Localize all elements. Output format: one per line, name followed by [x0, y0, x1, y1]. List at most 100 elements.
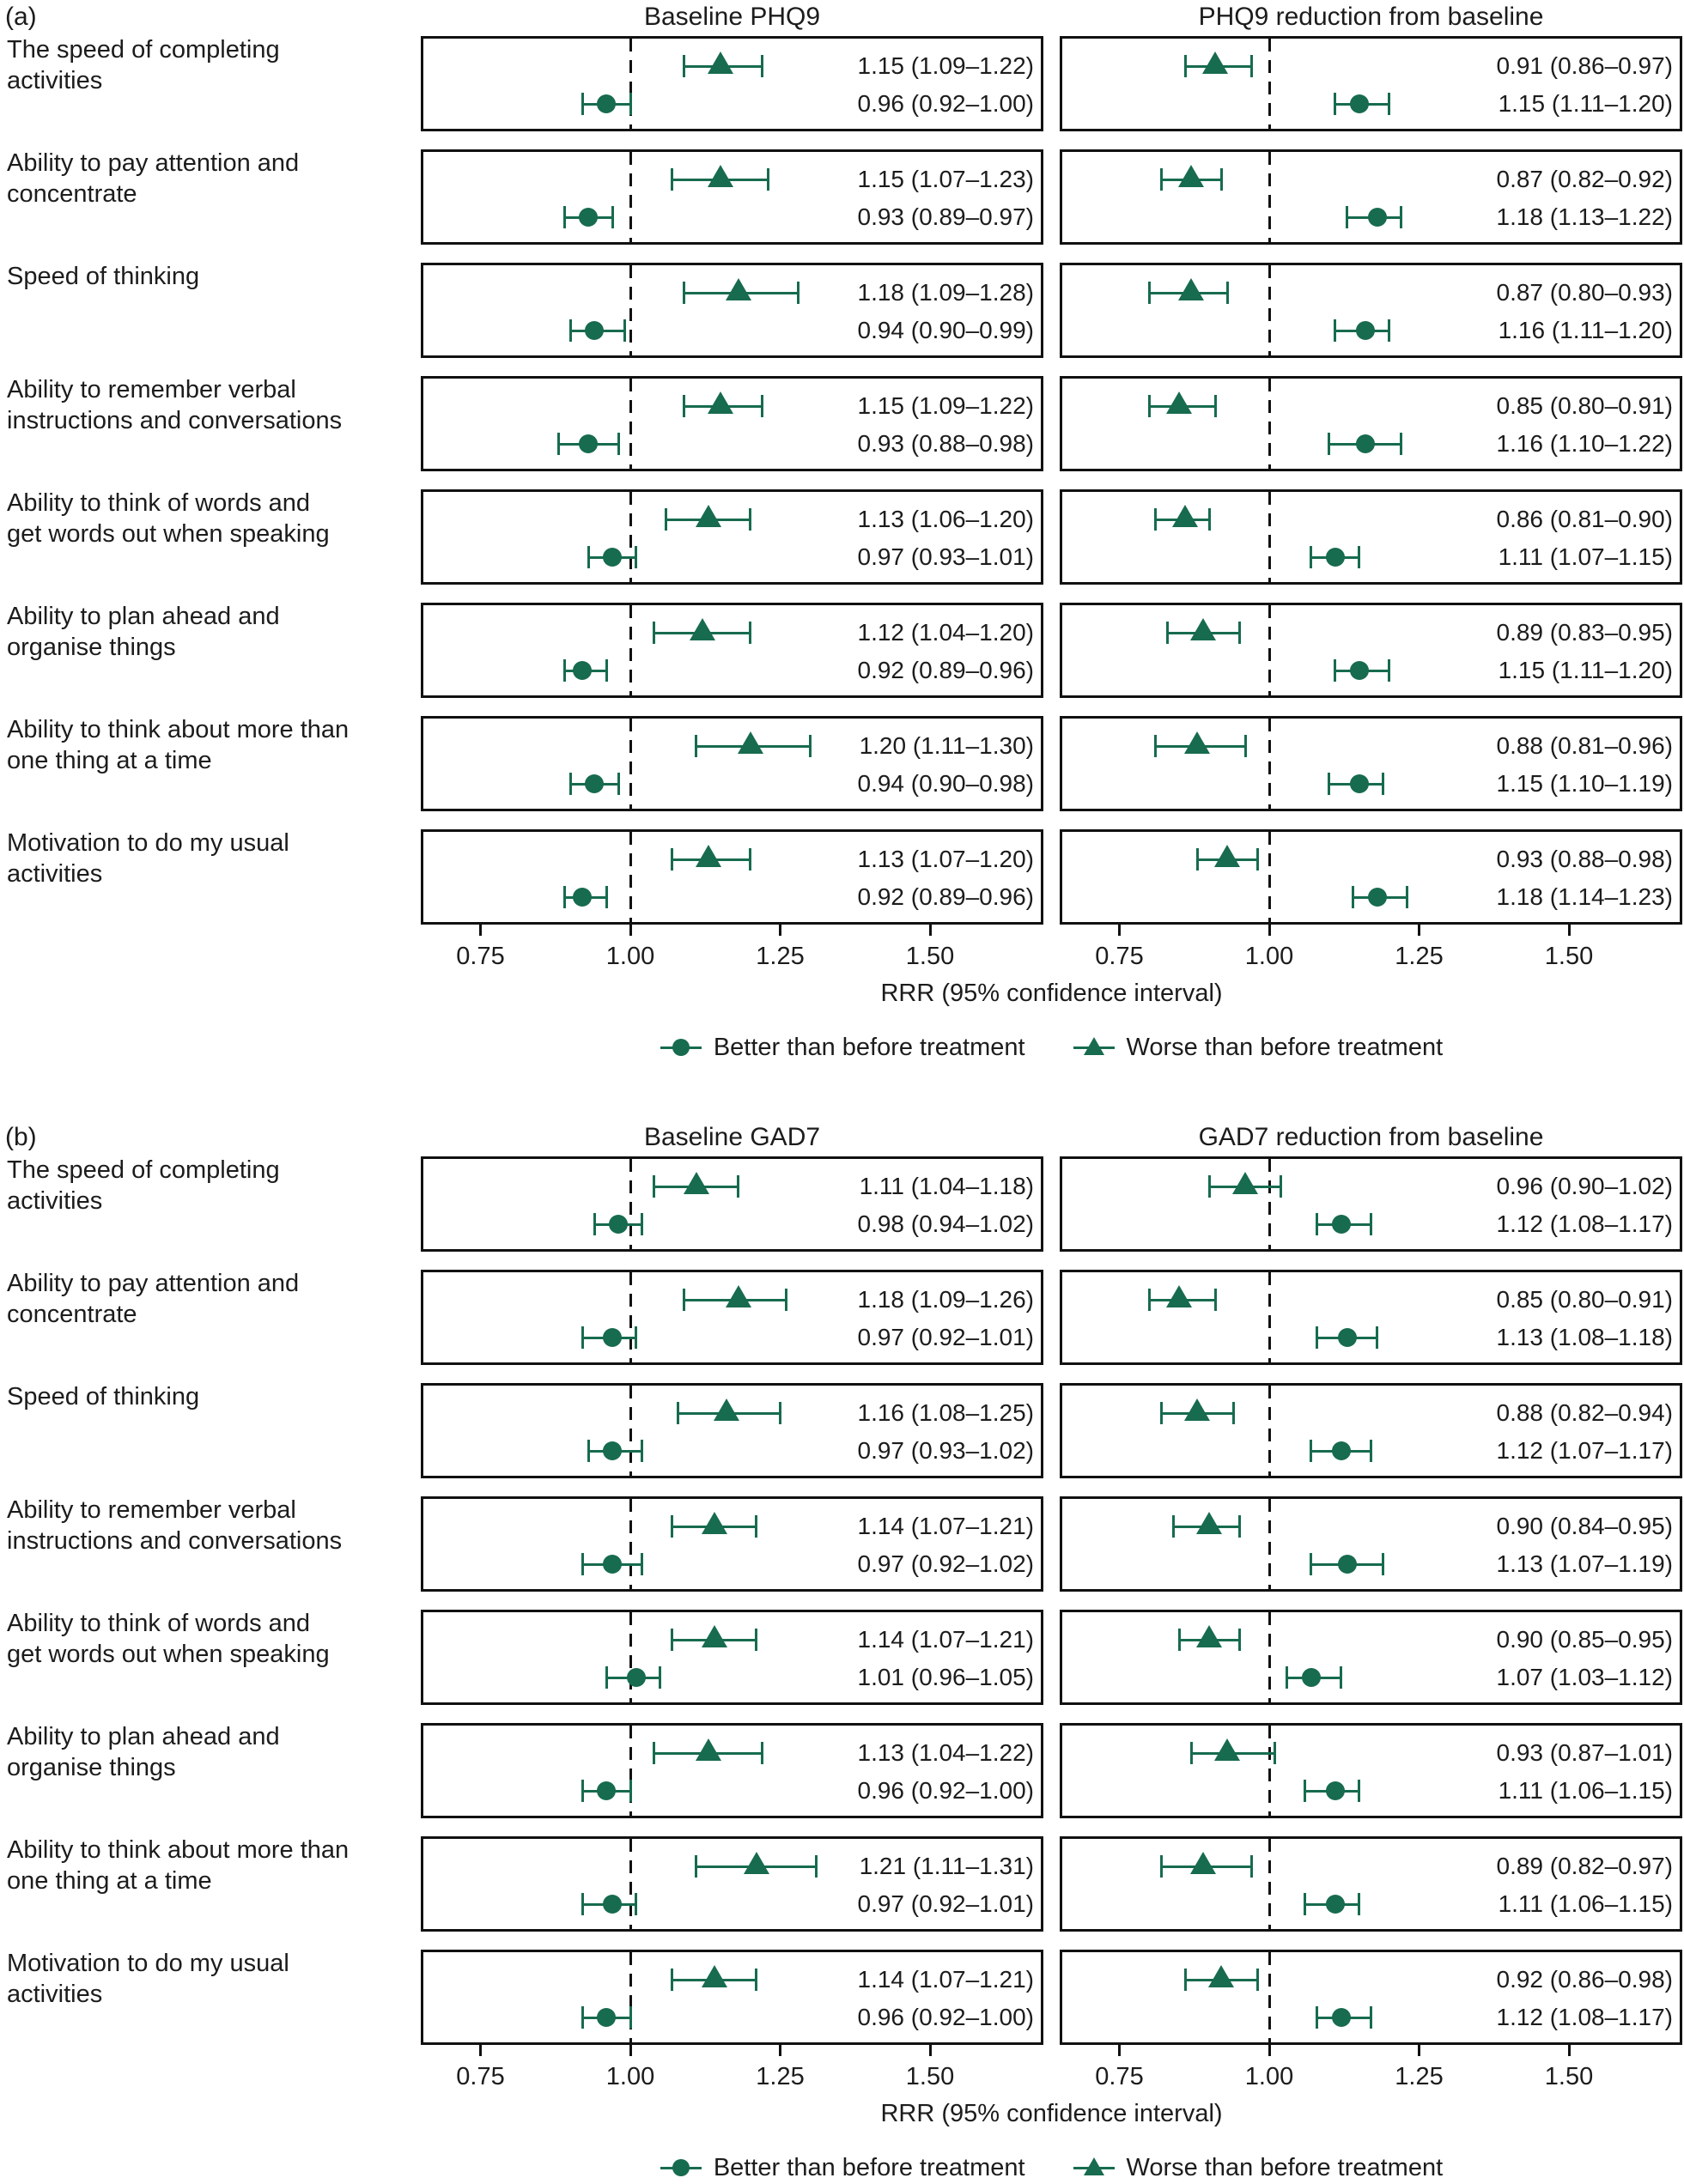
- ci-cap: [683, 55, 686, 77]
- plot-box: 1.15 (1.09–1.22) 0.93 (0.88–0.98): [421, 376, 1043, 471]
- ci-cap: [1388, 659, 1391, 682]
- ci-cap: [1376, 1326, 1379, 1349]
- ci-cap: [755, 1515, 758, 1538]
- outcome-label-line: instructions and conversations: [7, 407, 343, 434]
- legend-circle-shape: [672, 2159, 690, 2176]
- plot-box: 0.91 (0.86–0.97) 1.15 (1.11–1.20): [1060, 36, 1682, 131]
- estimate-text-worse: 1.14 (1.07–1.21): [857, 1513, 1035, 1539]
- estimate-text-worse: 1.15 (1.09–1.22): [857, 52, 1035, 79]
- reference-line-1: [629, 492, 632, 582]
- circle-marker-icon: [1355, 434, 1375, 453]
- ci-cap: [1195, 848, 1199, 871]
- ci-cap: [1219, 168, 1223, 191]
- reference-line-1: [1268, 1952, 1271, 2042]
- reference-line-1: [1268, 1386, 1271, 1476]
- circle-marker-icon: [585, 321, 605, 340]
- triangle-marker-icon: [695, 1738, 721, 1761]
- estimate-text-worse: 0.89 (0.83–0.95): [1496, 619, 1674, 646]
- ci-cap: [556, 433, 560, 455]
- plot-box: 0.85 (0.80–0.91) 1.16 (1.10–1.22): [1060, 376, 1682, 471]
- ci-cap: [683, 395, 686, 417]
- estimate-text-worse: 1.18 (1.09–1.28): [857, 279, 1035, 306]
- estimate-text-better: 0.92 (0.89–0.96): [857, 883, 1035, 910]
- legend-label: Better than before treatment: [713, 1034, 1025, 1061]
- ci-cap: [1147, 395, 1151, 417]
- circle-marker-icon: [1337, 1555, 1357, 1574]
- ci-cap: [653, 622, 656, 644]
- estimate-text-worse: 1.13 (1.04–1.22): [857, 1739, 1035, 1766]
- ci-cap: [767, 168, 770, 191]
- outcome-label-line: Ability to plan ahead and: [7, 1723, 280, 1750]
- estimate-text-better: 1.12 (1.08–1.17): [1496, 2004, 1674, 2030]
- x-axis-tick-label: 1.00: [1244, 943, 1294, 970]
- ci-cap: [1249, 55, 1253, 77]
- triangle-marker-icon: [695, 845, 721, 867]
- ci-cap: [671, 1515, 674, 1538]
- plot-box: 1.13 (1.06–1.20) 0.97 (0.93–1.01): [421, 489, 1043, 585]
- plot-box: 1.16 (1.08–1.25) 0.97 (0.93–1.02): [421, 1383, 1043, 1478]
- estimate-text-better: 0.98 (0.94–1.02): [857, 1210, 1035, 1237]
- estimate-text-worse: 1.21 (1.11–1.31): [859, 1853, 1034, 1879]
- ci-cap: [1382, 1553, 1385, 1575]
- reference-line-1: [1268, 1499, 1271, 1589]
- triangle-marker-icon: [701, 1625, 727, 1647]
- ci-cap: [605, 659, 608, 682]
- x-axis-tick: [928, 925, 932, 936]
- plot-box: 1.21 (1.11–1.31) 0.97 (0.92–1.01): [421, 1836, 1043, 1932]
- ci-cap: [749, 622, 752, 644]
- estimate-text-worse: 1.16 (1.08–1.25): [857, 1399, 1035, 1426]
- reference-line-1: [629, 1952, 632, 2042]
- ci-cap: [617, 773, 620, 795]
- outcome-label-line: Ability to think of words and: [7, 1610, 311, 1637]
- triangle-marker-icon: [1184, 1398, 1211, 1421]
- estimate-text-worse: 0.88 (0.81–0.96): [1496, 732, 1674, 759]
- x-axis-tick-label: 1.00: [605, 2063, 655, 2090]
- ci-cap: [562, 886, 566, 908]
- ci-cap: [1213, 395, 1217, 417]
- reference-line-1: [1268, 1272, 1271, 1362]
- ci-cap: [1316, 1213, 1319, 1235]
- ci-cap: [1237, 622, 1241, 644]
- outcome-label-line: Ability to pay attention and: [7, 149, 300, 177]
- ci-cap: [683, 1289, 686, 1311]
- x-axis-tick: [1118, 925, 1121, 936]
- reference-line-1: [629, 1612, 632, 1702]
- outcome-label-line: Ability to remember verbal: [7, 376, 296, 403]
- estimate-text-worse: 0.89 (0.82–0.97): [1496, 1853, 1674, 1879]
- estimate-text-better: 0.93 (0.89–0.97): [857, 203, 1035, 230]
- reference-line-1: [1268, 152, 1271, 242]
- estimate-text-worse: 1.15 (1.07–1.23): [857, 166, 1035, 192]
- circle-marker-icon: [585, 774, 605, 793]
- outcome-label-line: Speed of thinking: [7, 1383, 200, 1410]
- legend-item-circle: Better than before treatment: [660, 1032, 1025, 1063]
- x-axis-title: RRR (95% confidence interval): [880, 2100, 1223, 2127]
- ci-cap: [1153, 508, 1157, 531]
- triangle-marker-icon: [743, 1852, 769, 1874]
- estimate-text-worse: 0.86 (0.81–0.90): [1496, 506, 1674, 532]
- plot-box: 1.14 (1.07–1.21) 0.97 (0.92–1.02): [421, 1496, 1043, 1592]
- x-axis-tick: [1567, 925, 1571, 936]
- triangle-marker-icon: [1184, 731, 1211, 754]
- circle-marker-icon: [579, 208, 599, 227]
- x-axis-tick: [1418, 925, 1420, 936]
- x-axis-tick: [1268, 2045, 1271, 2056]
- x-axis-tick-label: 0.75: [1095, 2063, 1144, 2090]
- reference-line-1: [629, 1726, 632, 1816]
- triangle-marker-icon: [707, 391, 733, 414]
- ci-cap: [629, 93, 632, 115]
- reference-line-1: [629, 1159, 632, 1249]
- plot-box: 1.14 (1.07–1.21) 1.01 (0.96–1.05): [421, 1610, 1043, 1705]
- plot-box: 1.12 (1.04–1.20) 0.92 (0.89–0.96): [421, 603, 1043, 698]
- ci-cap: [1316, 2006, 1319, 2029]
- triangle-marker-icon: [1166, 391, 1193, 414]
- estimate-text-worse: 0.93 (0.88–0.98): [1496, 846, 1674, 872]
- ci-cap: [1274, 1742, 1277, 1764]
- reference-line-1: [629, 1839, 632, 1929]
- estimate-text-better: 1.07 (1.03–1.12): [1496, 1664, 1674, 1690]
- outcome-label-line: Motivation to do my usual: [7, 829, 289, 857]
- outcome-label-line: get words out when speaking: [7, 520, 330, 548]
- outcome-label-line: Ability to think about more than: [7, 716, 350, 743]
- x-axis-tick-label: 1.50: [1544, 2063, 1594, 2090]
- circle-marker-icon: [603, 1555, 623, 1574]
- panel-label: (b): [5, 1123, 37, 1151]
